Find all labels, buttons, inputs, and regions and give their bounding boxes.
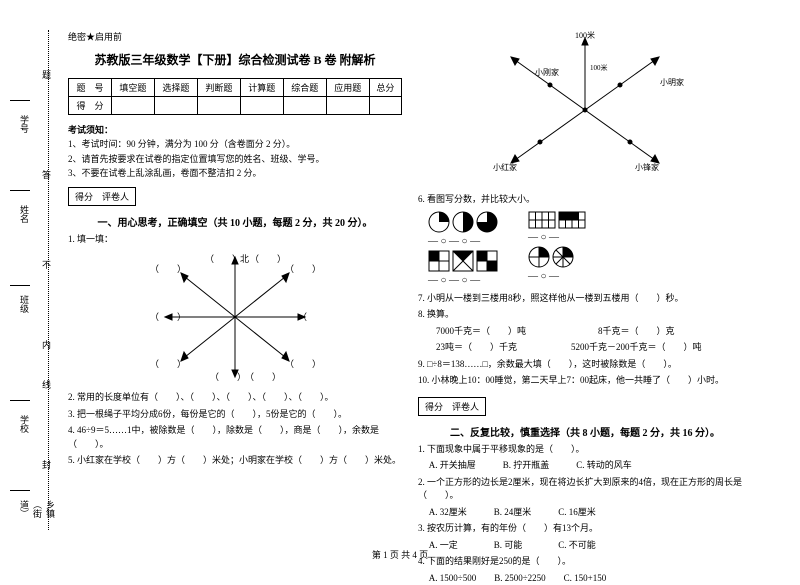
s2-q2: 2. 一个正方形的边长是2厘米，现在将边长扩大到原来的4倍，现在正方形的周长是（… — [418, 476, 752, 503]
note-line: 3、不要在试卷上乱涂乱画，卷面不整洁扣 2 分。 — [68, 166, 402, 180]
question-8: 8. 换算。 — [418, 308, 752, 322]
fold-line — [48, 30, 49, 530]
star-diagram: 100米 小明家 小红家 小锋家 小刚家 100米 — [475, 30, 695, 185]
question-3: 3. 把一根绳子平均分成6份，每份是它的（ ），5份是它的（ ）。 — [68, 408, 402, 422]
question-1: 1. 填一填： — [68, 233, 402, 247]
question-7: 7. 小明从一楼到三楼用8秒，照这样他从一楼到五楼用（ ）秒。 — [418, 292, 752, 306]
table-row: 题 号 填空题 选择题 判断题 计算题 综合题 应用题 总分 — [69, 79, 402, 97]
binding-label: 学校 — [18, 415, 31, 433]
binding-label: 乡镇（街道） — [18, 500, 57, 530]
binding-label: 题 — [40, 70, 53, 79]
binding-label: 内 — [40, 340, 53, 349]
score-table: 题 号 填空题 选择题 判断题 计算题 综合题 应用题 总分 得 分 — [68, 78, 402, 115]
cell[interactable] — [197, 97, 240, 115]
svg-text:100米: 100米 — [575, 30, 595, 40]
s2-q1: 1. 下面现象中属于平移现象的是（ ）。 — [418, 443, 752, 457]
svg-text:（ ）: （ ） — [150, 312, 186, 322]
svg-text:小刚家: 小刚家 — [535, 67, 559, 77]
section-1-title: 一、用心思考，正确填空（共 10 小题，每题 2 分，共 20 分）。 — [68, 214, 402, 229]
cell[interactable] — [283, 97, 326, 115]
svg-text:（ ）: （ ） — [205, 254, 241, 264]
question-8b: 23吨＝（ ）千克 5200千克－200千克＝（ ）吨 — [418, 341, 752, 355]
binding-label: 线 — [40, 380, 53, 389]
svg-text:（ ）: （ ） — [285, 359, 320, 369]
question-4: 4. 46÷9＝5……1中，被除数是（ ），除数是（ ），商是（ ），余数是（ … — [68, 424, 402, 451]
question-5: 5. 小红家在学校（ ）方（ ）米处；小明家在学校（ ）方（ ）米处。 — [68, 454, 402, 468]
cell: 应用题 — [326, 79, 369, 97]
svg-text:小锋家: 小锋家 — [635, 162, 659, 172]
cell[interactable] — [326, 97, 369, 115]
exam-notes: 考试须知： 1、考试时间：90 分钟，满分为 100 分（含卷面分 2 分）。 … — [68, 123, 402, 181]
evaluator-box-2: 得分 评卷人 — [418, 397, 486, 416]
notes-title: 考试须知： — [68, 123, 402, 137]
question-8a: 7000千克＝（ ）吨 8千克＝（ ）克 — [418, 325, 752, 339]
svg-text:（ ）: （ ） — [298, 312, 320, 322]
compass-diagram: （ ） 北 （ ） （ ） （ ） （ ） （ ） （ ） （ ） （ ） （ … — [68, 252, 402, 385]
question-2: 2. 常用的长度单位有（ ）、（ ）、（ ）、（ ）、（ ）。 — [68, 391, 402, 405]
cell[interactable] — [154, 97, 197, 115]
page-footer: 第 1 页 共 4 页 — [0, 548, 800, 561]
svg-text:（ ）: （ ） — [150, 264, 186, 274]
question-9: 9. □÷8＝138……□，余数最大填（ ），这时被除数是（ ）。 — [418, 358, 752, 372]
cell: 总分 — [369, 79, 401, 97]
exam-title: 苏教版三年级数学【下册】综合检测试卷 B 卷 附解析 — [68, 51, 402, 68]
page-content: 绝密★启用前 苏教版三年级数学【下册】综合检测试卷 B 卷 附解析 题 号 填空… — [0, 0, 800, 555]
svg-text:（ ）: （ ） — [245, 372, 281, 382]
s2-q3: 3. 按农历计算，有的年份（ ）有13个月。 — [418, 522, 752, 536]
binding-label: 学号 — [18, 115, 31, 133]
binding-label: 答 — [40, 170, 53, 179]
cell: 判断题 — [197, 79, 240, 97]
s2-q1-opts: A. 开关抽屉 B. 拧开瓶盖 C. 转动的风车 — [418, 459, 752, 473]
svg-text:小明家: 小明家 — [660, 77, 684, 87]
binding-label: 不 — [40, 260, 53, 269]
compass-svg: （ ） 北 （ ） （ ） （ ） （ ） （ ） （ ） （ ） （ ） （ … — [150, 252, 320, 382]
cell: 得 分 — [69, 97, 112, 115]
question-10: 10. 小林晚上10：00睡觉，第二天早上7：00起床，他一共睡了（ ）小时。 — [418, 374, 752, 388]
cell[interactable] — [111, 97, 154, 115]
table-row: 得 分 — [69, 97, 402, 115]
question-6: 6. 看图写分数，并比较大小。 — [418, 193, 752, 207]
s2-q4-opts: A. 1500÷500 B. 2500÷2250 C. 150+150 — [418, 572, 752, 585]
section-2-title: 二、反复比较，慎重选择（共 8 小题，每题 2 分，共 16 分）。 — [418, 424, 752, 439]
cell: 题 号 — [69, 79, 112, 97]
svg-text:（ ）: （ ） — [150, 359, 186, 369]
cell[interactable] — [240, 97, 283, 115]
evaluator-box: 得分 评卷人 — [68, 187, 136, 206]
cell: 综合题 — [283, 79, 326, 97]
cell: 计算题 — [240, 79, 283, 97]
svg-text:小红家: 小红家 — [493, 162, 517, 172]
cell: 选择题 — [154, 79, 197, 97]
svg-text:100米: 100米 — [590, 63, 608, 72]
svg-text:（ ）: （ ） — [285, 264, 320, 274]
fraction-shapes: — ○ — ○ — — ○ — ○ — — ○ — — ○ — — [428, 211, 752, 286]
s2-q2-opts: A. 32厘米 B. 24厘米 C. 16厘米 — [418, 506, 752, 520]
left-column: 绝密★启用前 苏教版三年级数学【下册】综合检测试卷 B 卷 附解析 题 号 填空… — [60, 30, 410, 545]
svg-text:（ ）: （ ） — [250, 254, 286, 264]
binding-label: 班级 — [18, 295, 31, 313]
right-column: 100米 小明家 小红家 小锋家 小刚家 100米 6. 看图写分数，并比较大小… — [410, 30, 760, 545]
note-line: 2、请首先按要求在试卷的指定位置填写您的姓名、班级、学号。 — [68, 152, 402, 166]
svg-text:（ ）: （ ） — [210, 372, 246, 382]
binding-label: 姓名 — [18, 205, 31, 223]
note-line: 1、考试时间：90 分钟，满分为 100 分（含卷面分 2 分）。 — [68, 137, 402, 151]
svg-text:北: 北 — [240, 254, 249, 264]
cell[interactable] — [369, 97, 401, 115]
confidential-stamp: 绝密★启用前 — [68, 30, 402, 43]
cell: 填空题 — [111, 79, 154, 97]
binding-label: 封 — [40, 460, 53, 469]
